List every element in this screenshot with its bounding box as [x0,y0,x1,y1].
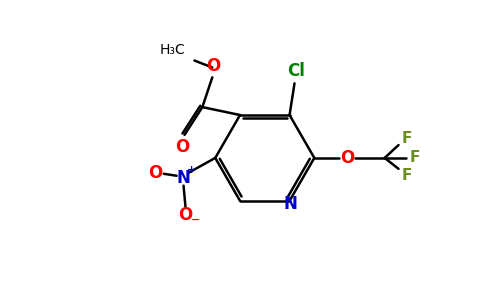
Text: F: F [409,150,420,165]
Text: H₃C: H₃C [160,43,185,57]
Text: O: O [340,149,354,167]
Text: O: O [175,138,190,156]
Text: Cl: Cl [287,62,305,80]
Text: O: O [179,206,193,224]
Text: N: N [177,169,191,187]
Text: O: O [148,164,162,182]
Text: F: F [401,168,412,183]
Text: −: − [191,215,200,225]
Text: +: + [187,165,196,175]
Text: F: F [401,130,412,146]
Text: O: O [206,58,220,76]
Text: N: N [284,195,298,213]
